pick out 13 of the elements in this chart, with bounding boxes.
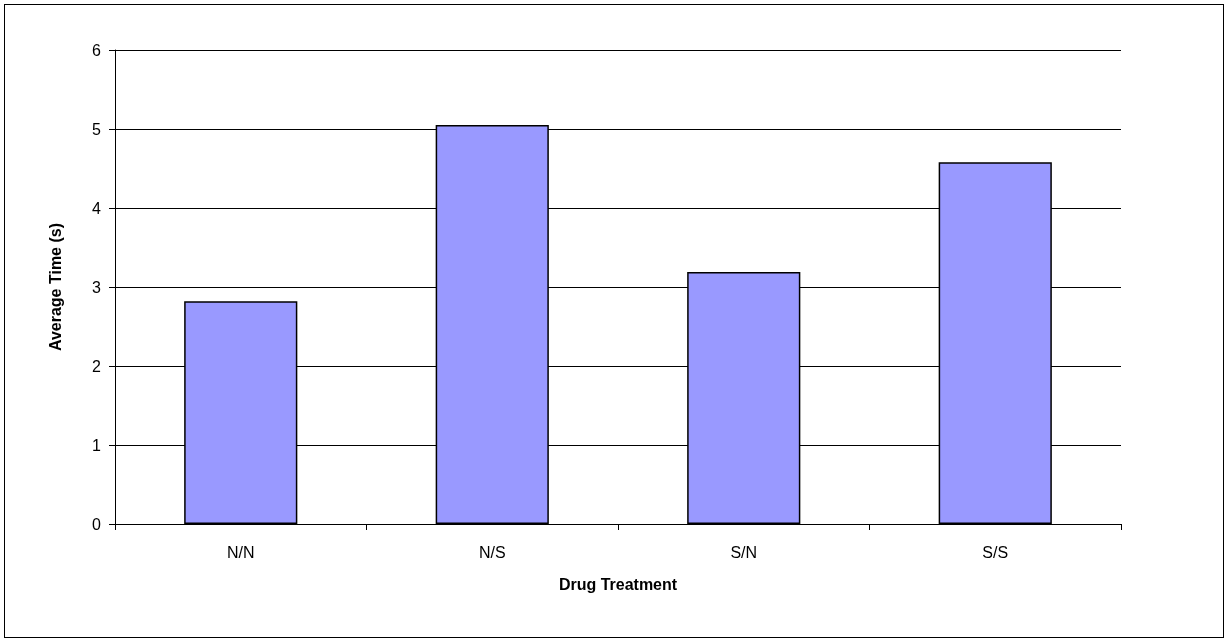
y-tick-label: 5 <box>92 120 102 138</box>
x-tick-label: N/S <box>478 543 506 561</box>
y-axis-title: Average Time (s) <box>46 222 64 352</box>
x-tick-label: S/N <box>730 543 758 561</box>
y-tick-label: 3 <box>92 278 102 296</box>
x-tick-label: S/S <box>982 543 1009 561</box>
y-tick-label: 4 <box>92 199 102 217</box>
y-tick-label: 6 <box>92 41 102 59</box>
y-tick-label: 0 <box>92 515 102 533</box>
y-tick-label: 1 <box>92 436 102 454</box>
x-tick-label: N/N <box>226 543 255 561</box>
x-axis-title: Drug Treatment <box>558 575 678 593</box>
y-tick-label: 2 <box>92 357 102 375</box>
